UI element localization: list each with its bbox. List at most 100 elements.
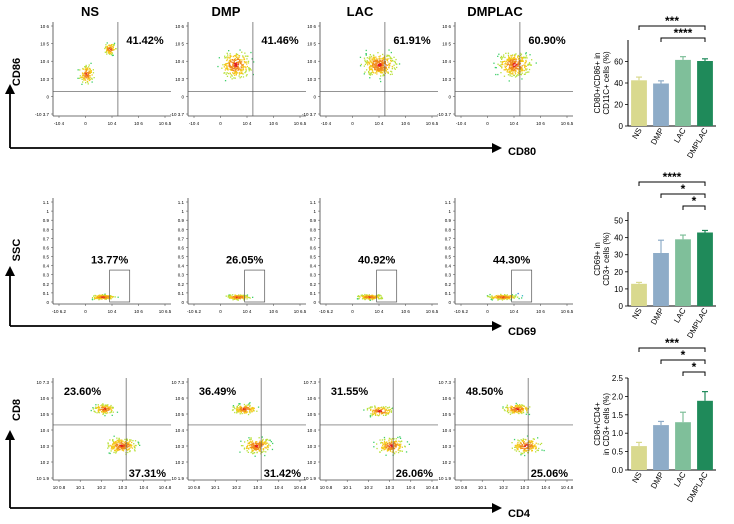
- flow-event-dot: [396, 66, 398, 69]
- flow-event-dot: [106, 42, 108, 44]
- flow-event-dot: [384, 410, 386, 412]
- flow-event-dot: [120, 444, 123, 447]
- flow-event-dot: [230, 69, 232, 71]
- flow-event-dot: [514, 404, 517, 407]
- flow-event-dot: [232, 296, 234, 298]
- flow-event-dot: [258, 437, 260, 439]
- flow-event-dot: [366, 297, 368, 299]
- flow-event-dot: [239, 294, 242, 296]
- flow-event-dot: [268, 443, 270, 445]
- flow-event-dot: [126, 444, 129, 446]
- flow-event-dot: [103, 296, 105, 298]
- flow-event-dot: [511, 62, 514, 64]
- flow-y-tick-label: 1.1: [43, 200, 50, 205]
- flow-event-dot: [237, 57, 239, 59]
- flow-event-dot: [514, 76, 517, 78]
- flow-event-dot: [524, 448, 526, 450]
- flow-x-tick-label: 10 3: [118, 485, 127, 490]
- flow-event-dot: [103, 294, 106, 296]
- flow-event-dot: [508, 57, 511, 60]
- flow-event-dot: [516, 408, 518, 411]
- flow-event-dot: [79, 75, 81, 77]
- flow-event-dot: [382, 406, 385, 408]
- flow-event-dot: [109, 52, 112, 54]
- flow-event-dot: [383, 61, 385, 63]
- flow-event-dot: [120, 444, 122, 446]
- flow-event-dot: [94, 295, 96, 297]
- flow-event-dot: [111, 51, 113, 54]
- flow-event-dot: [372, 65, 374, 67]
- flow-event-dot: [372, 63, 374, 66]
- row2-x-marker: CD69: [508, 326, 536, 338]
- flow-event-dot: [255, 444, 257, 447]
- flow-event-dot: [399, 444, 401, 446]
- flow-event-dot: [104, 296, 106, 298]
- flow-event-dot: [370, 298, 373, 300]
- flow-event-dot: [270, 441, 272, 443]
- flow-event-dot: [228, 296, 231, 298]
- flow-event-dot: [525, 56, 527, 59]
- flow-event-dot: [509, 409, 511, 411]
- flow-event-dot: [501, 63, 503, 65]
- flow-event-dot: [526, 409, 528, 412]
- flow-event-dot: [515, 407, 517, 409]
- flow-event-dot: [111, 52, 114, 54]
- flow-event-dot: [526, 57, 528, 59]
- flow-event-dot: [524, 66, 526, 68]
- flow-event-dot: [233, 298, 235, 300]
- flow-event-dot: [240, 411, 242, 413]
- flow-event-dot: [369, 74, 371, 76]
- flow-event-dot: [108, 406, 111, 408]
- flow-event-dot: [505, 62, 507, 64]
- flow-event-dot: [126, 438, 128, 440]
- flow-event-dot: [131, 445, 133, 447]
- flow-event-dot: [247, 296, 249, 299]
- flow-event-dot: [504, 69, 506, 71]
- flow-event-dot: [514, 409, 516, 411]
- flow-event-dot: [232, 409, 234, 411]
- flow-event-dot: [535, 451, 537, 453]
- flow-event-dot: [518, 407, 520, 409]
- flow-event-dot: [524, 66, 526, 69]
- flow-x-tick-label: 10 4: [243, 309, 252, 314]
- flow-event-dot: [373, 446, 375, 448]
- flow-event-dot: [504, 60, 506, 62]
- quadrant-percentage-top: 31.55%: [331, 386, 369, 398]
- flow-x-tick-label: 10 4: [375, 121, 384, 126]
- flow-event-dot: [525, 439, 527, 441]
- flow-event-dot: [523, 64, 525, 66]
- flow-event-dot: [521, 57, 524, 59]
- flow-event-dot: [382, 414, 385, 416]
- flow-y-tick-label: 10 7.3: [36, 380, 49, 385]
- flow-event-dot: [385, 409, 387, 412]
- flow-event-dot: [393, 447, 396, 450]
- flow-event-dot: [107, 49, 109, 51]
- flow-event-dot: [510, 407, 512, 409]
- flow-event-dot: [531, 445, 533, 447]
- flow-y-tick-label: 10 4: [307, 59, 316, 64]
- flow-event-dot: [107, 47, 109, 49]
- flow-event-dot: [265, 439, 267, 441]
- flow-event-dot: [383, 69, 385, 71]
- flow-event-dot: [528, 64, 530, 66]
- flow-event-dot: [386, 71, 388, 73]
- flow-event-dot: [501, 62, 503, 64]
- flow-event-dot: [397, 449, 400, 451]
- flow-y-tick-label: 0.6: [178, 245, 185, 250]
- flow-event-dot: [359, 296, 361, 298]
- flow-y-tick-label: 10 5: [175, 42, 184, 47]
- flow-event-dot: [232, 297, 234, 299]
- flow-x-tick-label: 0: [84, 121, 87, 126]
- flow-y-tick-label: 0.1: [445, 291, 452, 296]
- flow-panel: 10 610 510 410 30-10 3.7-10 4 0 10 4 10 6 10…: [35, 22, 172, 126]
- flow-event-dot: [111, 44, 113, 46]
- flow-event-dot: [508, 57, 510, 59]
- flow-event-dot: [248, 67, 250, 69]
- flow-event-dot: [488, 295, 490, 298]
- flow-event-dot: [514, 449, 516, 451]
- flow-event-dot: [247, 413, 250, 416]
- flow-event-dot: [520, 441, 522, 444]
- flow-event-dot: [124, 442, 126, 444]
- flow-event-dot: [248, 441, 251, 443]
- flow-event-dot: [515, 68, 517, 70]
